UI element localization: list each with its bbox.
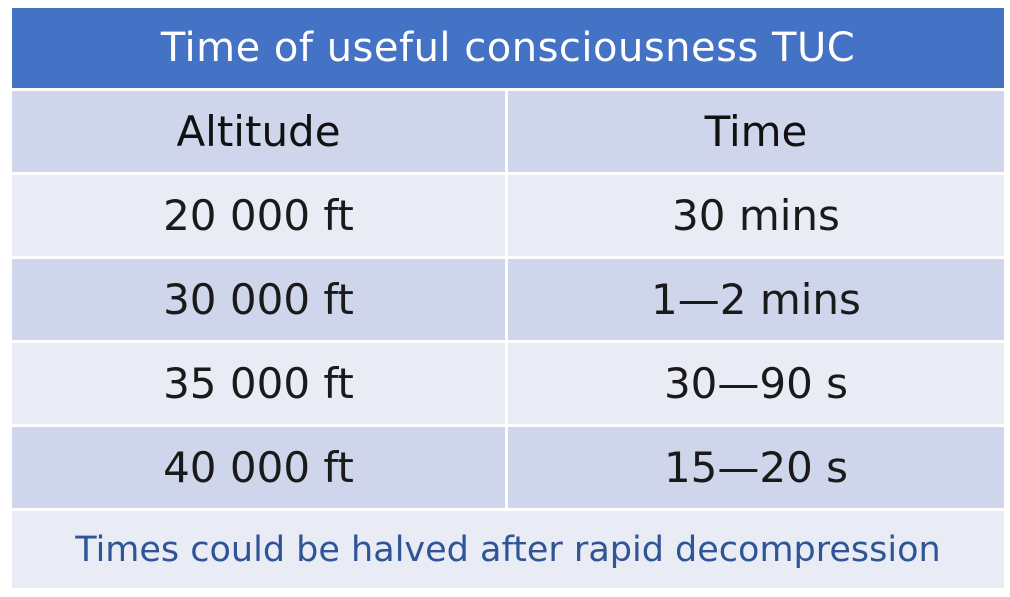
table-title: Time of useful consciousness TUC bbox=[12, 8, 1004, 88]
header-altitude: Altitude bbox=[12, 88, 508, 172]
altitude-cell: 30 000 ft bbox=[12, 256, 508, 340]
time-cell: 1—2 mins bbox=[508, 256, 1004, 340]
altitude-cell: 20 000 ft bbox=[12, 172, 508, 256]
header-time: Time bbox=[508, 88, 1004, 172]
time-cell: 30 mins bbox=[508, 172, 1004, 256]
time-cell: 30—90 s bbox=[508, 340, 1004, 424]
footnote: Times could be halved after rapid decomp… bbox=[12, 508, 1004, 588]
altitude-cell: 40 000 ft bbox=[12, 424, 508, 508]
table-grid: Altitude Time 20 000 ft 30 mins 30 000 f… bbox=[12, 88, 1004, 508]
altitude-cell: 35 000 ft bbox=[12, 340, 508, 424]
time-cell: 15—20 s bbox=[508, 424, 1004, 508]
tuc-table: Time of useful consciousness TUC Altitud… bbox=[12, 8, 1004, 592]
